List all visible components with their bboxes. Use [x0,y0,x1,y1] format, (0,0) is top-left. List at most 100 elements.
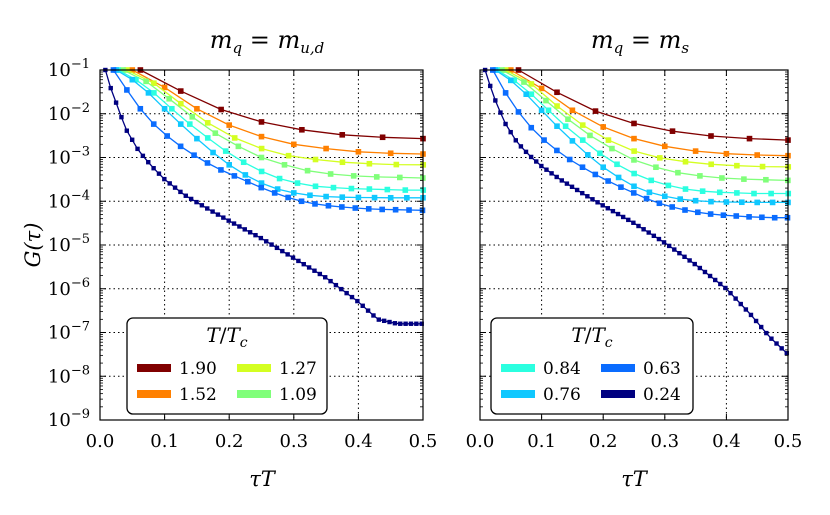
data-point [595,200,600,205]
data-point [177,143,184,150]
data-point [631,183,637,190]
data-point [366,160,373,167]
data-point [344,290,349,296]
data-point [764,330,769,336]
data-point [235,143,242,150]
data-point [566,156,573,163]
data-point [366,186,373,192]
data-point [631,148,637,154]
data-point [387,194,394,201]
data-point [384,186,391,193]
y-tick-label: 10−8 [48,363,90,387]
data-point [661,240,667,245]
data-point [545,107,552,114]
data-point [271,190,278,196]
data-point [402,187,409,193]
data-point [488,83,493,89]
ylabel-text: G(τ) [21,223,45,268]
panel-right-legend: T/Tc 0.84 0.63 0.76 0.24 [490,317,694,415]
data-point [151,166,156,171]
data-point [569,138,576,144]
data-point [143,78,149,85]
data-point [754,199,760,206]
data-point [161,105,168,112]
data-point [387,150,394,157]
data-point [657,155,663,161]
data-point [339,204,345,210]
data-point [528,154,534,160]
data-point [365,308,371,313]
legend-label: 1.27 [279,359,317,379]
data-point [502,90,509,96]
data-point [669,204,675,210]
data-point [150,121,157,127]
data-point [543,97,549,104]
data-point [564,181,570,186]
data-point [631,220,636,225]
data-point [615,174,622,181]
legend-label: 0.84 [543,359,581,379]
data-point [323,193,329,200]
data-point [498,110,503,115]
data-point [716,189,723,196]
legend-label: 0.24 [643,385,681,405]
data-point [205,206,210,211]
data-point [240,159,247,166]
data-point [177,88,184,94]
data-point [392,206,399,213]
y-axis-label: G(τ) [21,223,45,268]
data-point [615,211,621,217]
legend-swatch [137,364,171,372]
data-point [508,129,513,135]
data-point [269,242,274,247]
data-point [672,247,677,252]
data-point [751,190,757,197]
data-point [231,135,238,141]
data-point [734,162,740,169]
panel-right-series [482,67,792,356]
data-point [559,178,565,183]
data-point [339,194,346,200]
data-point [600,124,606,130]
data-point [276,175,283,182]
data-point [538,107,545,114]
legend-title: T/Tc [206,323,247,351]
data-point [513,138,518,143]
series-line-1.09 [122,69,423,179]
data-point [585,194,590,199]
data-point [242,227,247,232]
data-point [503,121,508,127]
data-point [669,128,676,134]
data-point [226,122,232,128]
data-point [718,281,723,287]
x-tick-label: 0.3 [650,431,679,452]
data-point [285,152,292,159]
data-point [697,173,703,179]
data-point [600,164,606,171]
legend-label: 0.76 [543,385,581,405]
data-point [707,273,713,279]
series-line-1.27 [505,69,789,168]
data-point [610,208,616,214]
data-point [739,199,745,206]
data-point [301,261,306,267]
x-tick-label: 0.2 [215,431,244,452]
data-point [590,197,595,202]
data-point [707,211,714,217]
data-point [648,177,655,184]
data-point [569,107,576,114]
data-point [620,214,626,220]
data-point [728,290,733,296]
series-line-1.90 [140,69,424,140]
data-point [784,351,789,356]
data-point [759,324,764,330]
data-point [414,321,419,326]
data-point [692,261,697,267]
data-point [258,184,265,191]
data-point [204,160,211,166]
data-point [682,207,688,213]
panel-left-legend: T/Tc 1.90 1.27 1.52 1.09 [126,317,328,415]
data-point [312,183,319,190]
data-point [294,180,301,186]
legend-box [490,317,694,415]
